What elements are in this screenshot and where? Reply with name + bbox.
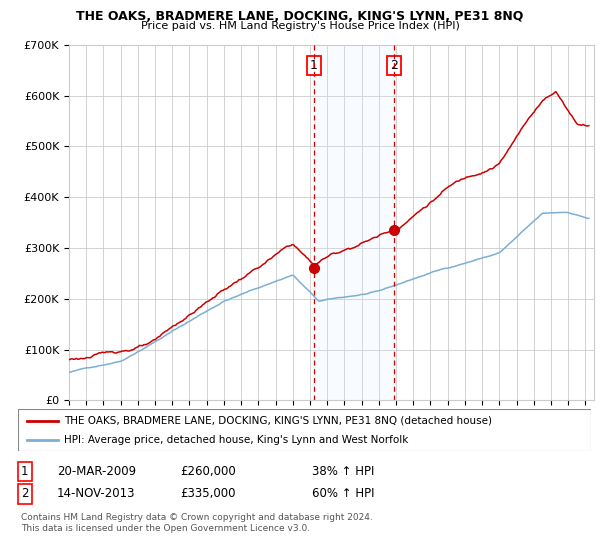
Text: 20-MAR-2009: 20-MAR-2009 <box>57 465 136 478</box>
Text: 1: 1 <box>310 59 318 72</box>
Text: 14-NOV-2013: 14-NOV-2013 <box>57 487 136 501</box>
Text: THE OAKS, BRADMERE LANE, DOCKING, KING'S LYNN, PE31 8NQ (detached house): THE OAKS, BRADMERE LANE, DOCKING, KING'S… <box>64 416 492 426</box>
Text: 60% ↑ HPI: 60% ↑ HPI <box>312 487 374 501</box>
Text: 1: 1 <box>21 465 29 478</box>
Bar <box>314 45 394 400</box>
Text: 2: 2 <box>21 487 29 501</box>
Text: This data is licensed under the Open Government Licence v3.0.: This data is licensed under the Open Gov… <box>21 524 310 533</box>
Text: £335,000: £335,000 <box>180 487 235 501</box>
Text: 2: 2 <box>390 59 398 72</box>
Text: Contains HM Land Registry data © Crown copyright and database right 2024.: Contains HM Land Registry data © Crown c… <box>21 513 373 522</box>
Text: 38% ↑ HPI: 38% ↑ HPI <box>312 465 374 478</box>
Text: HPI: Average price, detached house, King's Lynn and West Norfolk: HPI: Average price, detached house, King… <box>64 435 408 445</box>
Text: THE OAKS, BRADMERE LANE, DOCKING, KING'S LYNN, PE31 8NQ: THE OAKS, BRADMERE LANE, DOCKING, KING'S… <box>76 10 524 23</box>
Text: Price paid vs. HM Land Registry's House Price Index (HPI): Price paid vs. HM Land Registry's House … <box>140 21 460 31</box>
FancyBboxPatch shape <box>18 409 591 451</box>
Text: £260,000: £260,000 <box>180 465 236 478</box>
